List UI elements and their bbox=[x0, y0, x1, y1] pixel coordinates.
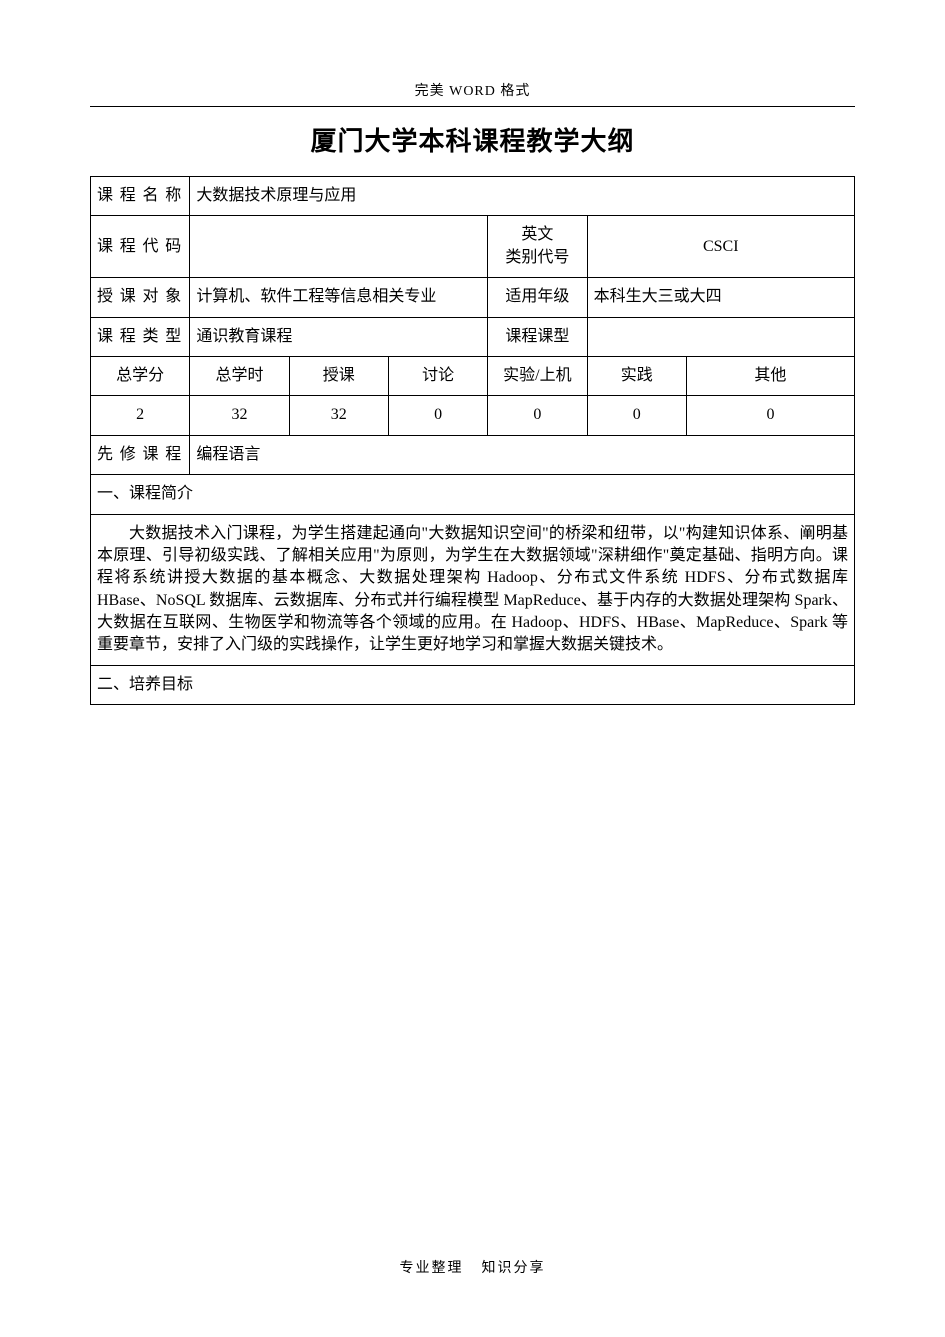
hours-value-cell: 0 bbox=[587, 396, 686, 435]
hours-header-cell: 总学分 bbox=[91, 356, 190, 395]
section1-title: 一、课程简介 bbox=[91, 475, 855, 514]
document-page: 完美 WORD 格式 厦门大学本科课程教学大纲 课程名称 大数据技术原理与应用 … bbox=[0, 0, 945, 1337]
grade-label: 适用年级 bbox=[488, 278, 587, 317]
section1-body-text: 大数据技术入门课程，为学生搭建起通向"大数据知识空间"的桥梁和纽带，以"构建知识… bbox=[97, 523, 848, 657]
table-row: 先修课程 编程语言 bbox=[91, 435, 855, 474]
hours-header-cell: 授课 bbox=[289, 356, 388, 395]
en-cat-label-line1: 英文 bbox=[521, 226, 553, 243]
audience-label: 授课对象 bbox=[91, 278, 190, 317]
hours-value-cell: 2 bbox=[91, 396, 190, 435]
hours-value-cell: 32 bbox=[289, 396, 388, 435]
hours-header-cell: 讨论 bbox=[388, 356, 487, 395]
course-type-label: 课程类型 bbox=[91, 317, 190, 356]
en-cat-label-line2: 类别代号 bbox=[505, 249, 569, 266]
section1-body-cell: 大数据技术入门课程，为学生搭建起通向"大数据知识空间"的桥梁和纽带，以"构建知识… bbox=[91, 514, 855, 665]
course-type-value: 通识教育课程 bbox=[190, 317, 488, 356]
hours-values-row: 2 32 32 0 0 0 0 bbox=[91, 396, 855, 435]
section2-title-row: 二、培养目标 bbox=[91, 665, 855, 704]
hours-value-cell: 0 bbox=[686, 396, 854, 435]
hours-header-cell: 实验/上机 bbox=[488, 356, 587, 395]
section2-title: 二、培养目标 bbox=[91, 665, 855, 704]
en-cat-value: CSCI bbox=[587, 216, 854, 278]
hours-value-cell: 0 bbox=[488, 396, 587, 435]
document-title: 厦门大学本科课程教学大纲 bbox=[90, 121, 855, 158]
en-cat-label: 英文 类别代号 bbox=[488, 216, 587, 278]
hours-header-row: 总学分 总学时 授课 讨论 实验/上机 实践 其他 bbox=[91, 356, 855, 395]
section1-body-row: 大数据技术入门课程，为学生搭建起通向"大数据知识空间"的桥梁和纽带，以"构建知识… bbox=[91, 514, 855, 665]
table-row: 课程类型 通识教育课程 课程课型 bbox=[91, 317, 855, 356]
hours-header-cell: 实践 bbox=[587, 356, 686, 395]
table-row: 授课对象 计算机、软件工程等信息相关专业 适用年级 本科生大三或大四 bbox=[91, 278, 855, 317]
grade-value: 本科生大三或大四 bbox=[587, 278, 854, 317]
course-name-label: 课程名称 bbox=[91, 177, 190, 216]
hours-value-cell: 0 bbox=[388, 396, 487, 435]
syllabus-table: 课程名称 大数据技术原理与应用 课程代码 英文 类别代号 CSCI 授课对象 计… bbox=[90, 176, 855, 705]
audience-value: 计算机、软件工程等信息相关专业 bbox=[190, 278, 488, 317]
table-row: 课程名称 大数据技术原理与应用 bbox=[91, 177, 855, 216]
page-header: 完美 WORD 格式 bbox=[90, 80, 855, 107]
course-model-label: 课程课型 bbox=[488, 317, 587, 356]
hours-value-cell: 32 bbox=[190, 396, 289, 435]
course-model-value bbox=[587, 317, 854, 356]
course-code-value bbox=[190, 216, 488, 278]
prereq-value: 编程语言 bbox=[190, 435, 855, 474]
footer-right: 知识分享 bbox=[482, 1261, 546, 1276]
hours-header-cell: 总学时 bbox=[190, 356, 289, 395]
course-name-value: 大数据技术原理与应用 bbox=[190, 177, 855, 216]
section1-title-row: 一、课程简介 bbox=[91, 475, 855, 514]
table-row: 课程代码 英文 类别代号 CSCI bbox=[91, 216, 855, 278]
footer-left: 专业整理 bbox=[400, 1261, 464, 1276]
prereq-label: 先修课程 bbox=[91, 435, 190, 474]
page-footer: 专业整理 知识分享 bbox=[0, 1257, 945, 1277]
hours-header-cell: 其他 bbox=[686, 356, 854, 395]
course-code-label: 课程代码 bbox=[91, 216, 190, 278]
